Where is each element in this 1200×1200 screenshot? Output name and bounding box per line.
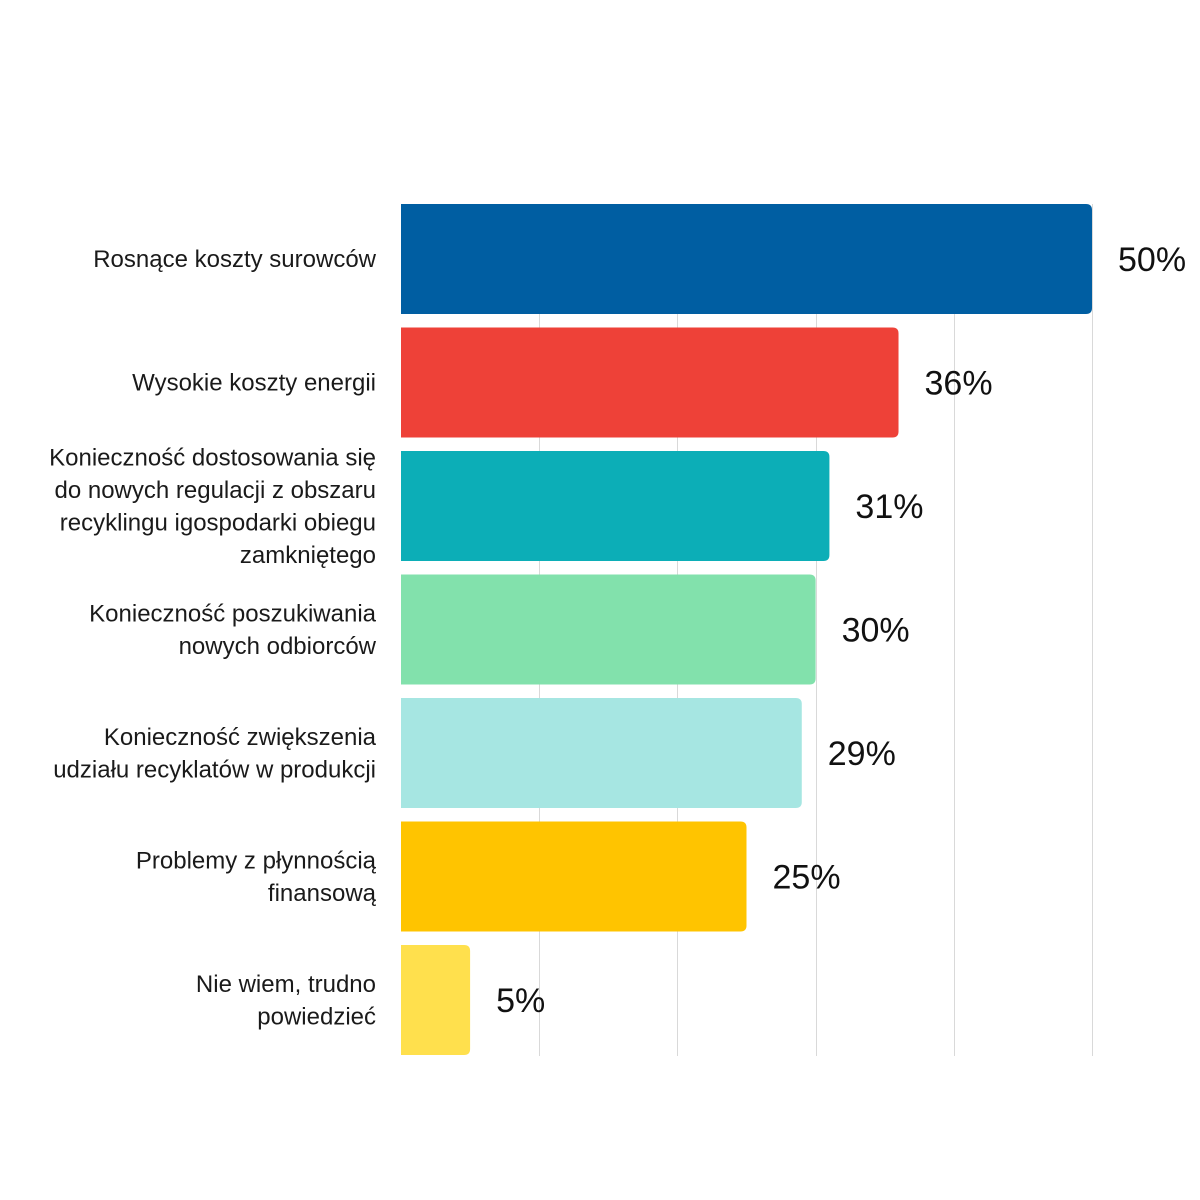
bar-3 — [401, 451, 830, 561]
category-label-4: Konieczność poszukiwania nowych odbiorców — [89, 600, 376, 660]
category-label-line: Wysokie koszty energii — [132, 370, 376, 397]
value-label-7: 5% — [496, 982, 545, 1020]
category-label-line: powiedzieć — [257, 1003, 376, 1030]
bar-6 — [401, 821, 747, 932]
value-label-6: 25% — [773, 859, 841, 897]
category-label-line: nowych odbiorców — [179, 633, 377, 660]
category-label-line: recyklingu igospodarki obiegu — [60, 509, 376, 536]
bar-layer — [401, 204, 1092, 1055]
category-label-line: Rosnące koszty surowców — [93, 246, 376, 273]
category-label-line: Nie wiem, trudno — [196, 971, 376, 998]
bar-5 — [401, 698, 802, 808]
category-label-line: do nowych regulacji z obszaru — [54, 477, 376, 504]
bar-1 — [401, 204, 1092, 314]
category-label-1: Rosnące koszty surowców — [93, 246, 376, 273]
value-label-2: 36% — [925, 365, 993, 403]
value-label-5: 29% — [828, 735, 896, 773]
bar-4 — [401, 574, 816, 685]
category-label-2: Wysokie koszty energii — [132, 370, 376, 397]
category-label-line: udziału recyklatów w produkcji — [53, 756, 376, 783]
value-label-3: 31% — [855, 488, 923, 526]
category-label-line: zamkniętego — [240, 542, 376, 569]
category-label-line: Konieczność poszukiwania — [89, 600, 376, 627]
value-label-4: 30% — [842, 612, 910, 650]
category-label-line: Problemy z płynnością — [136, 847, 377, 874]
category-label-3: Konieczność dostosowania się do nowych re… — [49, 444, 376, 569]
category-label-line: finansową — [268, 880, 377, 907]
category-label-6: Problemy z płynnością finansową — [136, 847, 377, 907]
value-label-1: 50% — [1118, 241, 1186, 279]
label-layer: 50% Rosnące koszty surowców 36% Wysokie kos… — [49, 241, 1186, 1030]
bar-2 — [401, 327, 899, 438]
category-label-line: Konieczność zwiększenia — [104, 724, 377, 751]
category-label-line: Konieczność dostosowania się — [49, 444, 376, 471]
category-label-7: Nie wiem, trudno powiedzieć — [196, 971, 376, 1031]
bar-7 — [401, 945, 471, 1055]
category-label-5: Konieczność zwiększenia udziału recyklató… — [53, 724, 376, 784]
